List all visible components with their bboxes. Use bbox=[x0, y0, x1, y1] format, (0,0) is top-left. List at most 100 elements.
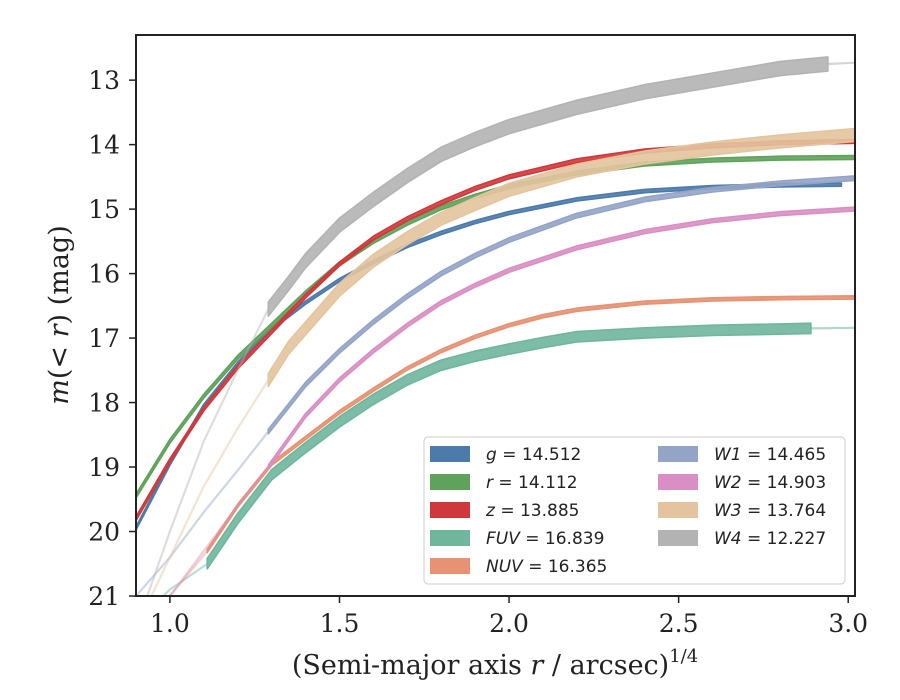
legend-label: W1 = 14.465 bbox=[714, 445, 826, 465]
legend-label: W3 = 13.764 bbox=[714, 501, 826, 521]
legend-item-w2: W2 = 14.903 bbox=[658, 473, 826, 493]
legend-value: = 14.512 bbox=[497, 445, 582, 465]
extrapolation-line bbox=[168, 466, 270, 596]
x-axis-title-main: (Semi-major axis bbox=[292, 650, 531, 681]
x-tick-label: 1.0 bbox=[150, 609, 190, 638]
profile-band bbox=[206, 322, 812, 570]
legend-label: r = 14.112 bbox=[486, 473, 578, 493]
x-axis-title-var: r bbox=[530, 650, 545, 681]
y-tick-label: 17 bbox=[88, 324, 120, 353]
x-tick-label: 2.5 bbox=[659, 609, 699, 638]
legend-var: W3 bbox=[714, 501, 742, 521]
series-z bbox=[136, 138, 855, 522]
legend-value: = 14.903 bbox=[742, 473, 827, 493]
legend-label: g = 14.512 bbox=[486, 445, 581, 465]
y-axis: 13 14 15 16 17 18 19 20 21 bbox=[88, 66, 136, 611]
legend-label: z = 13.885 bbox=[485, 501, 579, 521]
x-axis-title-tail: / arcsec) bbox=[543, 650, 669, 681]
series-w3 bbox=[150, 127, 855, 596]
x-axis: 1.0 1.5 2.0 2.5 3.0 bbox=[150, 596, 868, 638]
y-axis-title-r: r bbox=[44, 322, 75, 346]
y-axis-title-open: ( bbox=[44, 369, 75, 380]
legend-var: W2 bbox=[714, 473, 742, 493]
y-tick-label: 13 bbox=[88, 66, 120, 95]
legend-var: z bbox=[485, 501, 496, 521]
series-w4 bbox=[146, 56, 855, 596]
x-tick-label: 1.5 bbox=[320, 609, 360, 638]
extrapolation-line bbox=[150, 379, 270, 596]
y-axis-title: m(< r) (mag) bbox=[44, 225, 75, 404]
legend-item-fuv: FUV = 16.839 bbox=[430, 529, 604, 549]
legend-item-g: g = 14.512 bbox=[430, 445, 581, 465]
legend-swatch bbox=[430, 446, 470, 462]
legend-value: = 12.227 bbox=[742, 529, 827, 549]
y-tick-label: 18 bbox=[88, 389, 120, 418]
legend-var: W4 bbox=[714, 529, 742, 549]
legend-swatch bbox=[430, 474, 470, 490]
legend-item-w3: W3 = 13.764 bbox=[658, 501, 826, 521]
x-tick-label: 3.0 bbox=[828, 609, 868, 638]
y-tick-label: 16 bbox=[88, 260, 120, 289]
extrapolation-line bbox=[146, 308, 270, 596]
series-nuv bbox=[168, 295, 855, 596]
y-tick-label: 14 bbox=[88, 131, 120, 160]
legend-swatch bbox=[658, 530, 698, 546]
legend-value: = 14.112 bbox=[493, 473, 578, 493]
profile-band bbox=[136, 138, 855, 522]
legend-swatch bbox=[430, 558, 470, 574]
x-axis-title: (Semi-major axis r / arcsec)1/4 bbox=[292, 646, 698, 681]
legend-value: = 16.839 bbox=[520, 529, 605, 549]
series-layer bbox=[136, 56, 855, 596]
series-w2 bbox=[168, 206, 855, 596]
profile-band bbox=[267, 56, 829, 317]
legend-swatch bbox=[430, 502, 470, 518]
y-axis-title-close: ) (mag) bbox=[44, 225, 75, 324]
y-tick-label: 15 bbox=[88, 195, 120, 224]
extrapolation-line bbox=[827, 61, 855, 66]
legend-value: = 14.465 bbox=[742, 445, 827, 465]
y-tick-label: 19 bbox=[88, 453, 120, 482]
extrapolation-line bbox=[168, 550, 209, 596]
legend-swatch bbox=[658, 474, 698, 490]
legend-swatch bbox=[658, 446, 698, 462]
legend-item-z: z = 13.885 bbox=[430, 501, 579, 521]
extrapolation-line bbox=[161, 562, 208, 596]
legend-var: g bbox=[486, 445, 497, 465]
legend-value: = 13.885 bbox=[495, 501, 580, 521]
profile-band bbox=[206, 295, 855, 554]
series-fuv bbox=[161, 322, 855, 596]
legend-item-r: r = 14.112 bbox=[430, 473, 578, 493]
plot-frame bbox=[135, 34, 856, 597]
x-axis-title-exponent: 1/4 bbox=[669, 646, 698, 667]
legend-label: W2 = 14.903 bbox=[714, 473, 826, 493]
y-tick-label: 21 bbox=[88, 582, 120, 611]
profile-band bbox=[136, 182, 843, 531]
legend-var: W1 bbox=[714, 445, 742, 465]
x-tick-label: 2.0 bbox=[489, 609, 529, 638]
legend-value: = 16.365 bbox=[523, 557, 608, 577]
legend-var: NUV bbox=[486, 557, 524, 577]
profile-band bbox=[267, 175, 855, 435]
legend-item-w4: W4 = 12.227 bbox=[658, 529, 826, 549]
legend-swatch bbox=[430, 530, 470, 546]
profile-band bbox=[267, 206, 855, 470]
profile-band bbox=[267, 127, 855, 388]
legend-label: W4 = 12.227 bbox=[714, 529, 826, 549]
legend-var: FUV bbox=[486, 529, 521, 549]
legend-swatch bbox=[658, 502, 698, 518]
y-axis-title-var: m bbox=[44, 379, 75, 405]
legend-value: = 13.764 bbox=[742, 501, 827, 521]
legend-label: NUV = 16.365 bbox=[486, 557, 607, 577]
legend-var: r bbox=[486, 473, 494, 493]
legend-item-nuv: NUV = 16.365 bbox=[430, 557, 607, 577]
y-tick-label: 20 bbox=[88, 518, 120, 547]
series-w1 bbox=[136, 175, 855, 596]
legend-frame bbox=[423, 436, 846, 585]
extrapolation-line bbox=[136, 430, 270, 596]
y-axis-title-lt: < bbox=[44, 346, 75, 369]
extrapolation-line bbox=[810, 326, 855, 330]
series-g bbox=[136, 182, 843, 531]
